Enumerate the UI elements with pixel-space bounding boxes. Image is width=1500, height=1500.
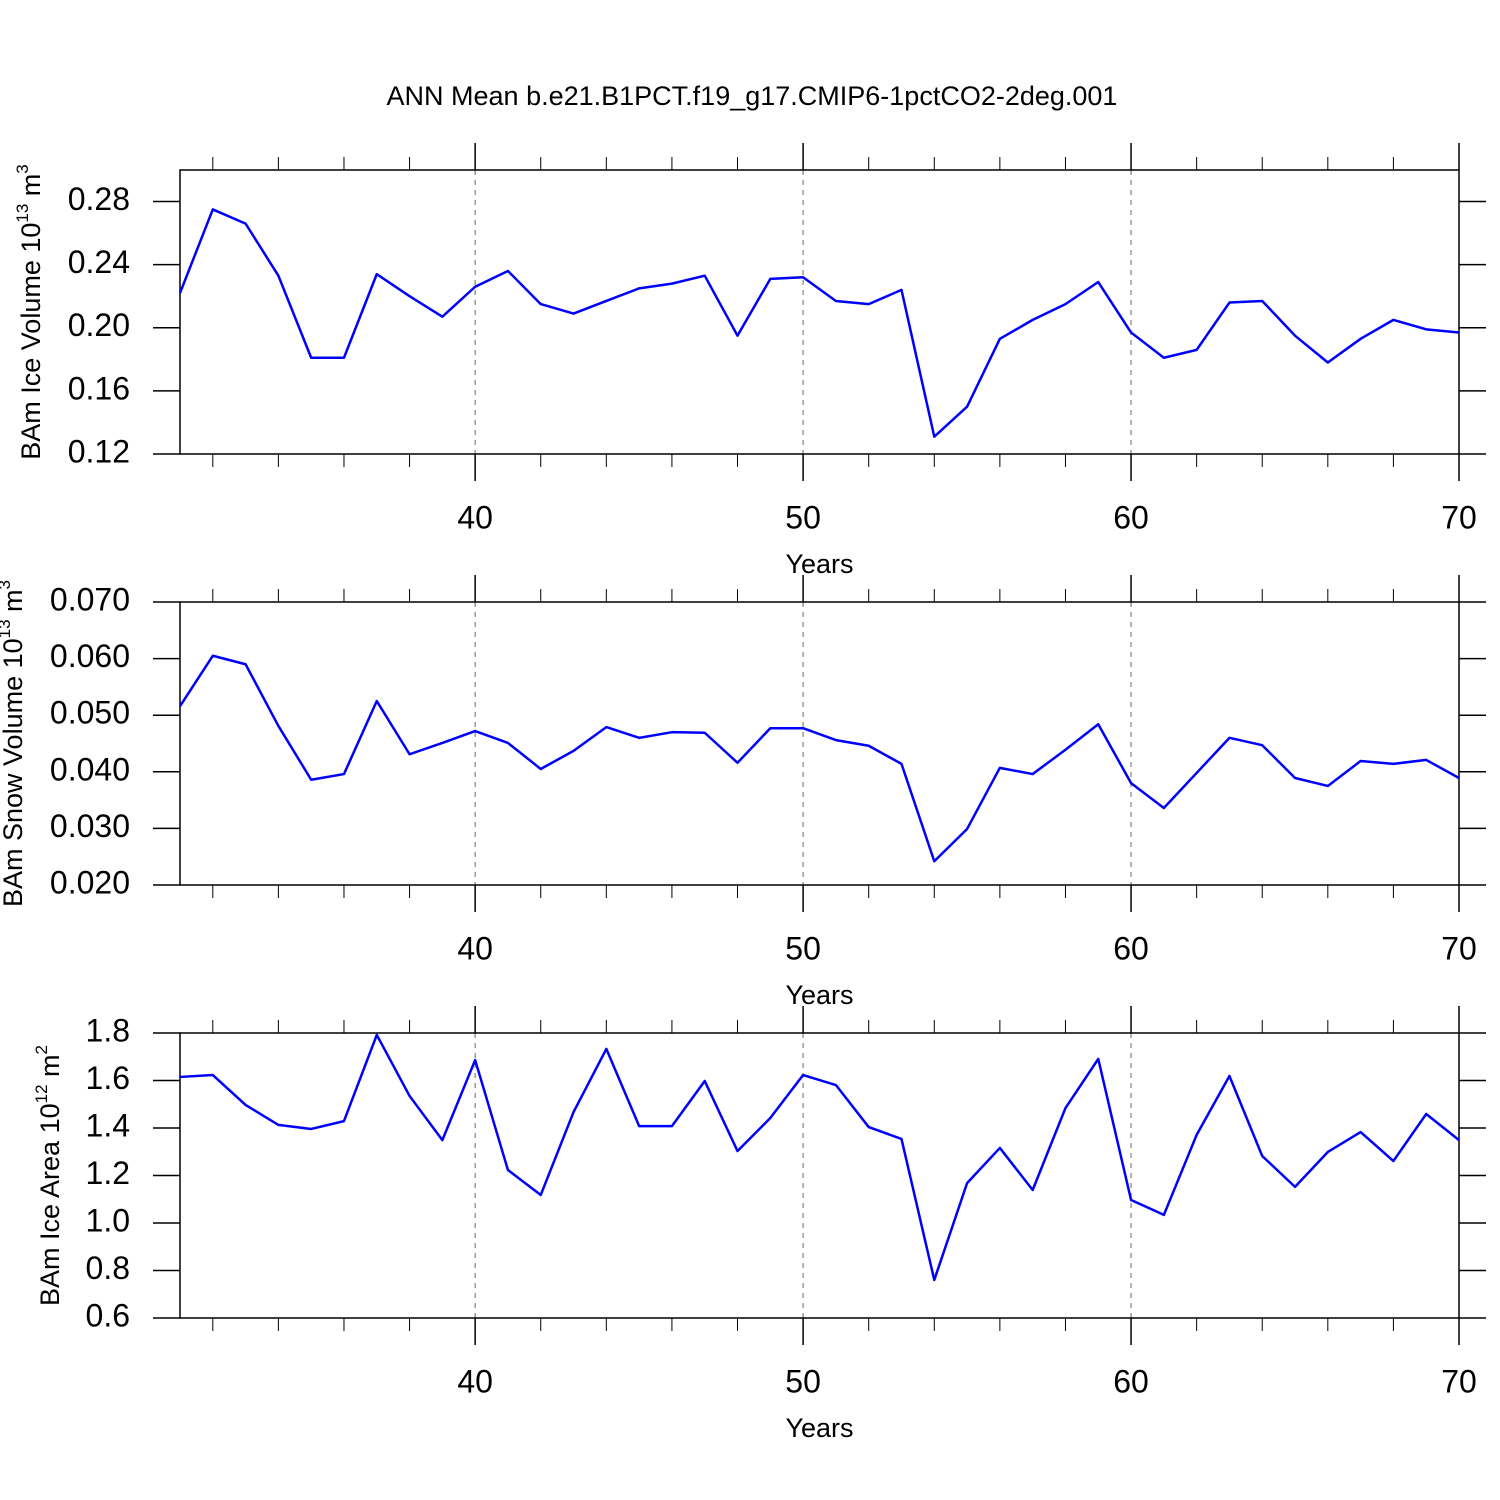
y-axis-label: BAm Ice Area 1012 m2 [32, 1045, 65, 1306]
y-tick-label: 0.6 [86, 1297, 130, 1333]
x-tick-label: 60 [1113, 1363, 1149, 1399]
y-tick-label: 0.12 [68, 433, 130, 469]
x-axis-label: Years [785, 549, 853, 579]
x-tick-label: 40 [457, 1363, 493, 1399]
y-axis-label-exponent: 12 [32, 1084, 51, 1103]
x-tick-label: 40 [457, 930, 493, 966]
y-tick-label: 0.070 [50, 581, 130, 617]
y-tick-label: 0.060 [50, 638, 130, 674]
y-axis-label-exponent: 13 [13, 204, 32, 223]
x-tick-label: 40 [457, 499, 493, 535]
y-axis-label-part: m [16, 174, 46, 204]
y-tick-label: 1.2 [86, 1155, 130, 1191]
data-line [178, 208, 1460, 438]
y-tick-label: 1.0 [86, 1202, 130, 1238]
chart-title: ANN Mean b.e21.B1PCT.f19_g17.CMIP6-1pctC… [387, 81, 1118, 111]
y-axis-label-exponent: 3 [13, 164, 32, 173]
y-tick-label: 0.8 [86, 1250, 130, 1286]
x-tick-label: 50 [785, 1363, 821, 1399]
y-tick-label: 0.20 [68, 307, 130, 343]
y-axis-label-part: BAm Snow Volume 10 [0, 638, 28, 907]
y-tick-label: 1.8 [86, 1012, 130, 1048]
y-axis-label-part: BAm Ice Volume 10 [16, 223, 46, 460]
y-tick-label: 0.030 [50, 808, 130, 844]
y-axis-label-exponent: 2 [32, 1045, 51, 1054]
y-axis-label: BAm Ice Volume 1013 m3 [13, 164, 46, 460]
plot-frame [179, 1032, 1460, 1319]
plot-frame [179, 601, 1460, 886]
y-tick-label: 1.6 [86, 1060, 130, 1096]
x-tick-label: 60 [1113, 499, 1149, 535]
x-axis-label: Years [785, 980, 853, 1010]
y-tick-label: 1.4 [86, 1107, 130, 1143]
x-tick-label: 70 [1441, 1363, 1477, 1399]
y-axis-label-part: m [0, 589, 28, 619]
y-axis-label-part: BAm Ice Area 10 [35, 1103, 65, 1306]
y-tick-label: 0.020 [50, 864, 130, 900]
plot-frame [179, 169, 1460, 455]
y-tick-label: 0.24 [68, 244, 130, 280]
x-axis-label: Years [785, 1413, 853, 1443]
y-tick-label: 0.16 [68, 370, 130, 406]
y-tick-label: 0.040 [50, 751, 130, 787]
x-tick-label: 70 [1441, 499, 1477, 535]
x-tick-label: 60 [1113, 930, 1149, 966]
y-axis-label: BAm Snow Volume 1013 m3 [0, 580, 28, 907]
x-tick-label: 50 [785, 499, 821, 535]
data-line [178, 654, 1460, 863]
y-axis-label-exponent: 3 [0, 580, 14, 589]
data-line [179, 1033, 1460, 1282]
y-tick-label: 0.28 [68, 181, 130, 217]
y-tick-label: 0.050 [50, 695, 130, 731]
y-axis-label-exponent: 13 [0, 619, 14, 638]
x-tick-label: 70 [1441, 930, 1477, 966]
y-axis-label-part: m [35, 1054, 65, 1084]
x-tick-label: 50 [785, 930, 821, 966]
